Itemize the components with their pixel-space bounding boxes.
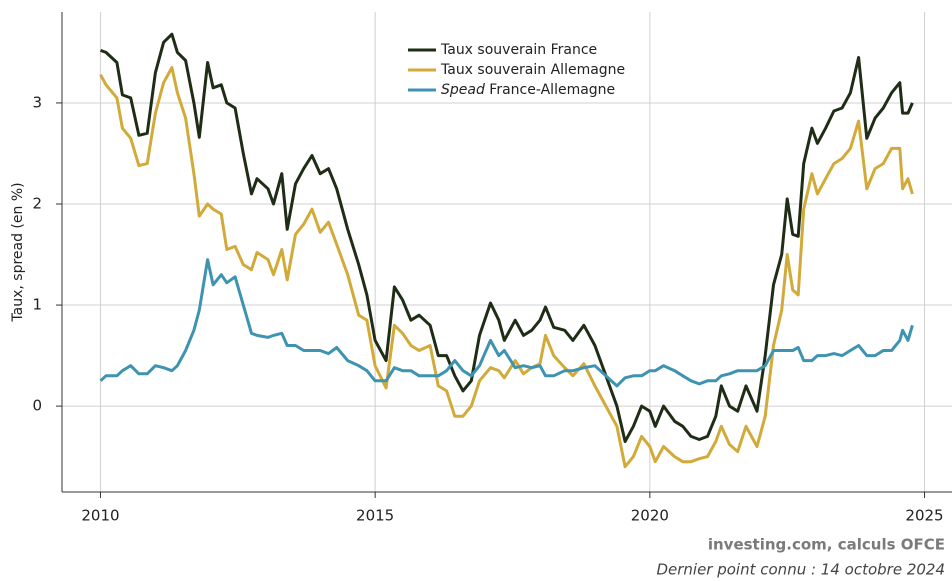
y-tick-label: 2 [32, 195, 42, 213]
source: investing.com, calculs OFCE [708, 536, 945, 554]
legend-label: Taux souverain France [440, 42, 597, 58]
series-line [99, 32, 914, 443]
note: Dernier point connu : 14 octobre 2024 [656, 561, 945, 579]
legend-label: Taux souverain Allemagne [440, 62, 625, 78]
y-tick-label: 3 [32, 93, 42, 111]
legend-label: Spead France-Allemagne [441, 82, 615, 98]
x-tick-label: 2015 [356, 507, 394, 525]
series-line [99, 66, 914, 469]
x-tick-label: 2025 [905, 507, 943, 525]
series-line [99, 258, 914, 388]
y-axis-label: Taux, spread (en %) [10, 182, 26, 322]
x-tick-label: 2010 [81, 507, 119, 525]
x-tick-label: 2020 [631, 507, 669, 525]
y-tick-label: 1 [32, 296, 42, 314]
y-tick-label: 0 [32, 397, 42, 415]
